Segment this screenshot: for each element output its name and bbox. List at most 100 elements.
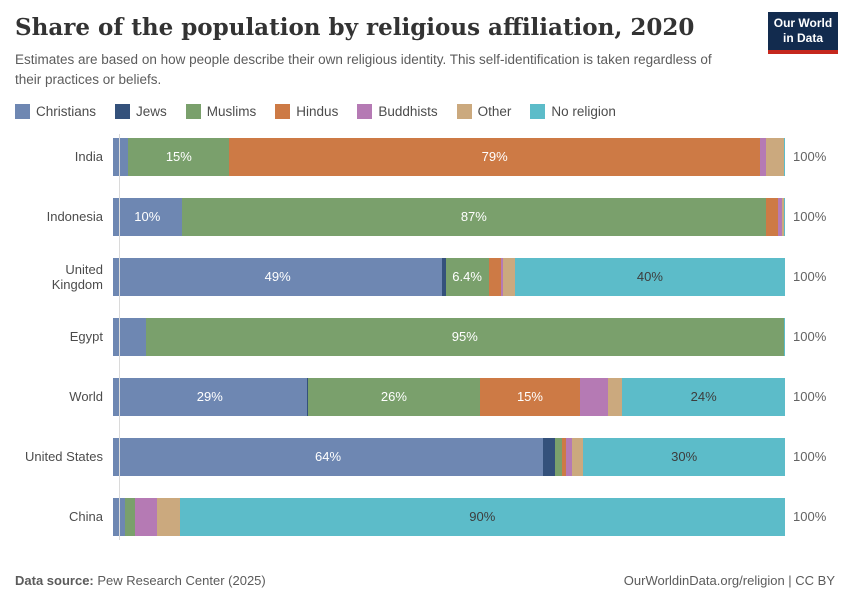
logo-line2: in Data (782, 31, 823, 45)
bar-segment-label: 15% (165, 149, 192, 164)
chart-row: India 15% 79% 100% (15, 137, 835, 176)
bar-segment-jews[interactable] (442, 257, 446, 296)
bar-segment-other[interactable] (765, 137, 785, 176)
bar-segment-label: 15% (516, 389, 543, 404)
bar-segment-christians[interactable]: 29% (113, 377, 307, 416)
total-label: 100% (793, 329, 827, 344)
bar-segment-label: 40% (636, 269, 663, 284)
bar-segment-buddhists[interactable] (500, 257, 504, 296)
bar-segment-label: 24% (690, 389, 717, 404)
legend-swatch (456, 103, 472, 119)
bar-segment-label: 49% (264, 269, 291, 284)
legend-label: Other (477, 103, 512, 119)
chart-row: China 90% 100% (15, 497, 835, 536)
bar-segment-no-religion[interactable]: 90% (179, 497, 785, 536)
bar-segment-muslims[interactable]: 95% (145, 317, 784, 356)
bar-segment-label: 64% (315, 449, 342, 464)
bar-segment-christians[interactable]: 10% (113, 197, 182, 236)
y-axis-line (119, 133, 120, 540)
chart: India 15% 79% 100% Indonesia 10% 87% 100% United… (15, 133, 835, 540)
bar-segment-christians[interactable] (113, 137, 129, 176)
bar-segment-no-religion[interactable]: 24% (622, 377, 785, 416)
owid-logo: Our World in Data (768, 12, 838, 54)
bar-segment-no-religion[interactable]: 30% (583, 437, 785, 476)
bar-segment-muslims[interactable]: 15% (128, 137, 230, 176)
bar-segment-muslims[interactable]: 87% (181, 197, 767, 236)
bar-segment-other[interactable] (783, 317, 785, 356)
bar-segment-buddhists[interactable] (565, 437, 572, 476)
total-label: 100% (793, 209, 827, 224)
total-label: 100% (793, 509, 827, 524)
bar-segment-no-religion[interactable] (784, 317, 785, 356)
bar-segment-hindus[interactable]: 15% (479, 377, 581, 416)
bar-segment-buddhists[interactable] (580, 377, 608, 416)
bar-segment-label: 29% (196, 389, 223, 404)
bar-segment-hindus[interactable] (488, 257, 501, 296)
legend-swatch (275, 103, 291, 119)
bar-segment-no-religion[interactable] (784, 197, 785, 236)
bar-segment-buddhists[interactable] (135, 497, 158, 536)
legend-label: No religion (551, 103, 616, 119)
bar-segment-no-religion[interactable]: 40% (514, 257, 785, 296)
data-source-value: Pew Research Center (2025) (97, 573, 266, 588)
bar-segment-buddhists[interactable] (777, 197, 783, 236)
bar-segment-label: 95% (451, 329, 478, 344)
legend-swatch (185, 103, 201, 119)
bar: 15% 79% (113, 137, 785, 176)
bar-segment-jews[interactable] (543, 437, 555, 476)
legend-swatch (357, 103, 373, 119)
total-label: 100% (793, 269, 827, 284)
bar-segment-muslims[interactable]: 6.4% (445, 257, 489, 296)
bar-segment-hindus[interactable]: 79% (229, 137, 761, 176)
legend-item-jews: Jews (115, 103, 167, 119)
bar-segment-christians[interactable]: 49% (113, 257, 443, 296)
country-label: World (69, 389, 103, 404)
bar-segment-label: 87% (460, 209, 487, 224)
credit-link: OurWorldinData.org/religion | CC BY (623, 573, 835, 588)
bar: 64% 30% (113, 437, 785, 476)
legend-label: Muslims (206, 103, 257, 119)
bar-segment-label: 6.4% (452, 269, 482, 284)
bar-segment-label: 10% (134, 209, 161, 224)
bar-segment-hindus[interactable] (766, 197, 778, 236)
data-source: Data source: Pew Research Center (2025) (15, 573, 266, 588)
bar-segment-muslims[interactable]: 26% (307, 377, 480, 416)
bar-segment-hindus[interactable] (561, 437, 566, 476)
legend-swatch (115, 103, 131, 119)
country-label: India (74, 149, 103, 164)
legend-item-muslims: Muslims (185, 103, 257, 119)
bar-segment-other[interactable] (607, 377, 623, 416)
footer: Data source: Pew Research Center (2025) … (15, 573, 835, 588)
legend-label: Hindus (296, 103, 339, 119)
bar-segment-jews[interactable] (306, 377, 308, 416)
bar-segment-no-religion[interactable] (784, 137, 785, 176)
bar-segment-other[interactable] (157, 497, 180, 536)
bar-segment-other[interactable] (782, 197, 785, 236)
country-label: China (69, 509, 103, 524)
bar-segment-christians[interactable] (113, 317, 146, 356)
data-source-label: Data source: (15, 573, 94, 588)
bar-segment-buddhists[interactable] (760, 137, 766, 176)
page-subtitle: Estimates are based on how people descri… (15, 52, 712, 88)
total-label: 100% (793, 389, 827, 404)
total-label: 100% (793, 149, 827, 164)
bar-segment-label: 79% (481, 149, 508, 164)
legend-swatch (15, 103, 30, 119)
legend-swatch (530, 103, 546, 119)
bar-segment-label: 30% (671, 449, 698, 464)
bar-segment-label: 26% (380, 389, 407, 404)
legend-label: Jews (136, 103, 167, 119)
legend-item-christians: Christians (15, 103, 97, 119)
bar-segment-muslims[interactable] (554, 437, 562, 476)
legend-label: Christians (36, 103, 97, 119)
bar-segment-christians[interactable]: 64% (113, 437, 544, 476)
chart-row: Egypt 95% 100% (15, 317, 835, 356)
legend: Christians Jews Muslims Hindus Buddhists Othe… (15, 103, 835, 119)
chart-row: United States 64% 30% 100% (15, 437, 835, 476)
bar-segment-other[interactable] (571, 437, 584, 476)
bar: 49% 6.4% 40% (113, 257, 785, 296)
bar-segment-muslims[interactable] (125, 497, 136, 536)
country-label: United States (24, 449, 103, 464)
bar-segment-other[interactable] (503, 257, 515, 296)
legend-item-buddhists: Buddhists (357, 103, 438, 119)
